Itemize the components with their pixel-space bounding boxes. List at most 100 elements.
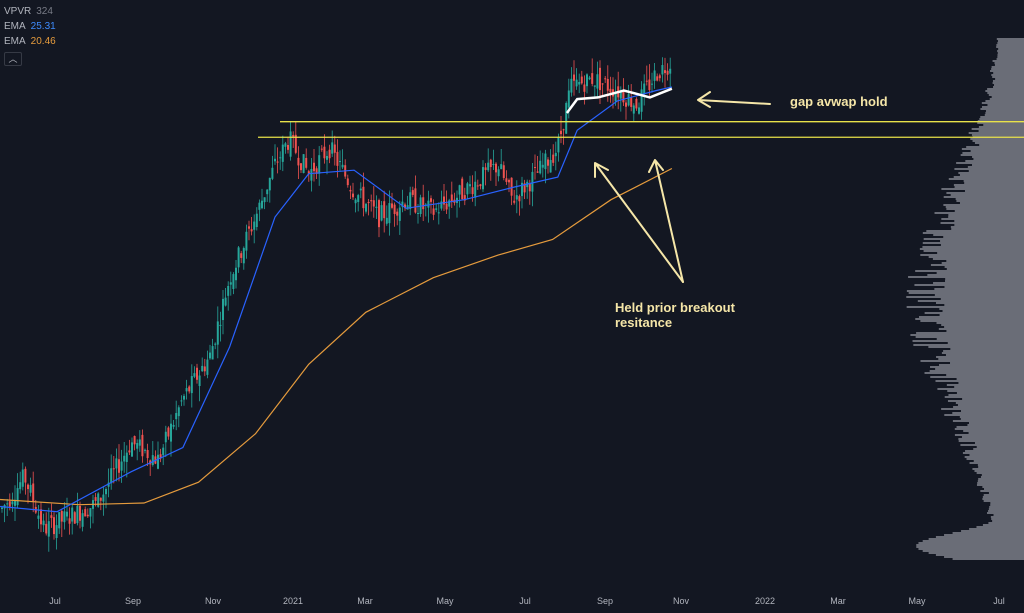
volume-profile-bar — [916, 546, 1024, 548]
volume-profile-bar — [950, 348, 1024, 350]
candle-body — [73, 512, 76, 524]
volume-profile-bar — [920, 254, 1024, 256]
volume-profile-bar — [982, 496, 1024, 498]
candle-body — [463, 195, 466, 201]
volume-profile-bar — [947, 342, 1024, 344]
candle-body — [1, 507, 3, 509]
volume-profile-bar — [988, 510, 1024, 512]
candle-body — [476, 185, 479, 187]
volume-profile-bar — [927, 274, 1024, 276]
candle-body — [326, 155, 328, 160]
legend-ema-slow[interactable]: EMA 20.46 — [4, 34, 56, 49]
candle-body — [289, 131, 292, 157]
volume-profile-bar — [968, 170, 1024, 172]
candle-body — [203, 366, 206, 372]
volume-profile-bar — [920, 320, 1024, 322]
candle-body — [136, 442, 139, 449]
candle-body — [471, 187, 474, 195]
candle-body — [177, 407, 180, 417]
volume-profile-bar — [934, 294, 1024, 296]
candle-body — [430, 198, 432, 202]
candle-body — [638, 107, 640, 114]
candle-body — [443, 196, 445, 205]
candle-body — [500, 164, 503, 170]
volume-profile-bar — [922, 540, 1024, 542]
candle-body — [276, 161, 279, 163]
candle-body — [164, 431, 167, 443]
candle-body — [393, 204, 396, 214]
volume-profile-bar — [930, 376, 1024, 378]
volume-profile-bar — [956, 200, 1024, 202]
volume-profile-bar — [944, 304, 1024, 306]
volume-profile-bar — [929, 370, 1024, 372]
volume-profile-bar — [946, 192, 1024, 194]
candle-body — [523, 183, 526, 193]
candle-body — [417, 213, 419, 215]
volume-profile-bar — [983, 494, 1024, 496]
candle-body — [411, 190, 414, 195]
candle-body — [14, 499, 16, 506]
chevron-up-icon[interactable]: ︿ — [4, 52, 22, 66]
volume-profile-bar — [981, 106, 1024, 108]
candle-body — [567, 90, 570, 108]
candle-body — [180, 400, 183, 402]
volume-profile-bar — [918, 316, 1024, 318]
volume-profile-bar — [974, 442, 1024, 444]
volume-profile-bar — [954, 386, 1024, 388]
candle-body — [141, 434, 144, 457]
volume-profile-bar — [987, 92, 1024, 94]
volume-profile-bar — [940, 244, 1024, 246]
candle-body — [365, 203, 367, 212]
volume-profile-bar — [946, 268, 1024, 270]
candle-body — [521, 182, 523, 197]
candle-body — [216, 321, 219, 345]
candle-body — [601, 83, 604, 85]
candle-body — [458, 185, 461, 195]
volume-profile-bar — [994, 64, 1024, 66]
volume-profile-bar — [926, 230, 1024, 232]
volume-profile-bar — [935, 302, 1024, 304]
candle-body — [375, 206, 378, 208]
candle-body — [222, 298, 224, 321]
candle-body — [211, 346, 214, 360]
candle-body — [258, 202, 261, 210]
candle-body — [627, 94, 630, 106]
candle-body — [362, 186, 365, 209]
legend-ema-fast[interactable]: EMA 25.31 — [4, 19, 56, 34]
candle-body — [261, 200, 263, 209]
volume-profile-bar — [933, 234, 1024, 236]
volume-profile-bar — [985, 90, 1024, 92]
candle-body — [55, 525, 58, 539]
candle-body — [661, 65, 664, 75]
candle-body — [193, 373, 196, 377]
volume-profile-bar — [944, 326, 1024, 328]
volume-profile-bar — [961, 148, 1024, 150]
candle-body — [495, 163, 497, 173]
candle-body — [658, 75, 661, 79]
volume-profile-bar — [969, 528, 1024, 530]
candle-body — [645, 80, 648, 82]
volume-profile-bar — [969, 462, 1024, 464]
volume-profile-bar — [991, 74, 1024, 76]
volume-profile-bar — [992, 520, 1024, 522]
volume-profile-bar — [937, 252, 1024, 254]
candle-body — [86, 514, 89, 517]
vpvr-label: VPVR — [4, 6, 32, 17]
candle-body — [214, 343, 217, 345]
candle-body — [170, 423, 172, 442]
legend-vpvr[interactable]: VPVR 324 — [4, 4, 56, 19]
volume-profile-bar — [939, 364, 1024, 366]
candle-body — [482, 167, 484, 190]
annotation-arrows — [594, 91, 771, 283]
volume-profile-bar — [954, 428, 1024, 430]
x-tick-label: Jul — [993, 596, 1005, 606]
candle-body — [409, 192, 412, 209]
candle-body — [235, 267, 237, 281]
candle-body — [339, 161, 341, 163]
volume-profile-bar — [968, 422, 1024, 424]
volume-profile-bar — [981, 474, 1024, 476]
volume-profile-bar — [917, 300, 1024, 302]
candle-body — [565, 102, 568, 134]
volume-profile-bar — [992, 82, 1024, 84]
